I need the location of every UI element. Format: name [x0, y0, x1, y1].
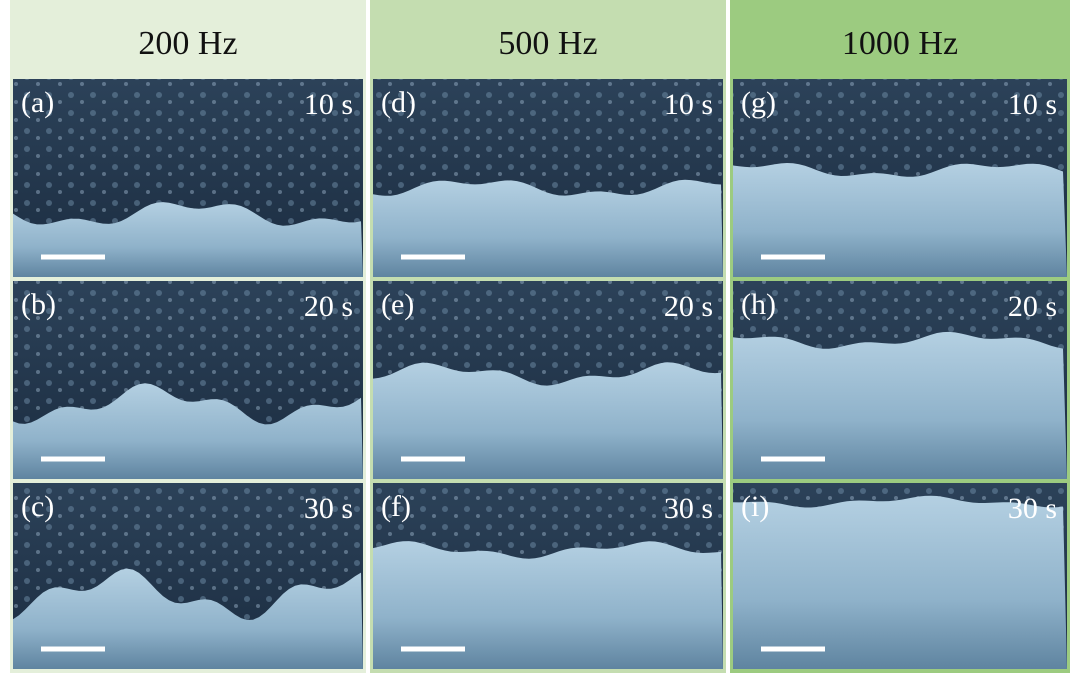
image-panel: (e) 20 s: [373, 281, 723, 479]
column-title: 200 Hz: [138, 25, 237, 62]
image-panel: (h) 20 s: [733, 281, 1067, 479]
liquid-region: [373, 180, 723, 277]
panel-label: (f): [381, 490, 411, 523]
time-label: 20 s: [1008, 290, 1057, 323]
image-panel: (g) 10 s: [733, 79, 1067, 277]
time-label: 20 s: [304, 290, 353, 323]
panel-label: (a): [21, 86, 54, 119]
time-label: 20 s: [664, 290, 713, 323]
time-label: 10 s: [304, 88, 353, 121]
image-panel: (i) 30 s: [733, 483, 1067, 669]
panel-label: (i): [741, 490, 769, 523]
panel-label: (g): [741, 86, 776, 119]
image-panel: (b) 20 s: [13, 281, 363, 479]
figure: 200 Hz (a) 10 s (b) 20 s (c) 30 s 500 Hz (d) 10 s…: [0, 0, 1073, 673]
panel-label: (c): [21, 490, 54, 523]
panel-label: (b): [21, 288, 56, 321]
liquid-region: [733, 163, 1067, 277]
image-panel: (c) 30 s: [13, 483, 363, 669]
column-title: 500 Hz: [498, 25, 597, 62]
time-label: 10 s: [1008, 88, 1057, 121]
time-label: 30 s: [1008, 492, 1057, 525]
image-panel: (f) 30 s: [373, 483, 723, 669]
time-label: 30 s: [664, 492, 713, 525]
panel-label: (d): [381, 86, 416, 119]
image-panel: (a) 10 s: [13, 79, 363, 277]
panel-label: (e): [381, 288, 414, 321]
time-label: 30 s: [304, 492, 353, 525]
panel-label: (h): [741, 288, 776, 321]
time-label: 10 s: [664, 88, 713, 121]
image-panel: (d) 10 s: [373, 79, 723, 277]
column-title: 1000 Hz: [842, 25, 958, 62]
